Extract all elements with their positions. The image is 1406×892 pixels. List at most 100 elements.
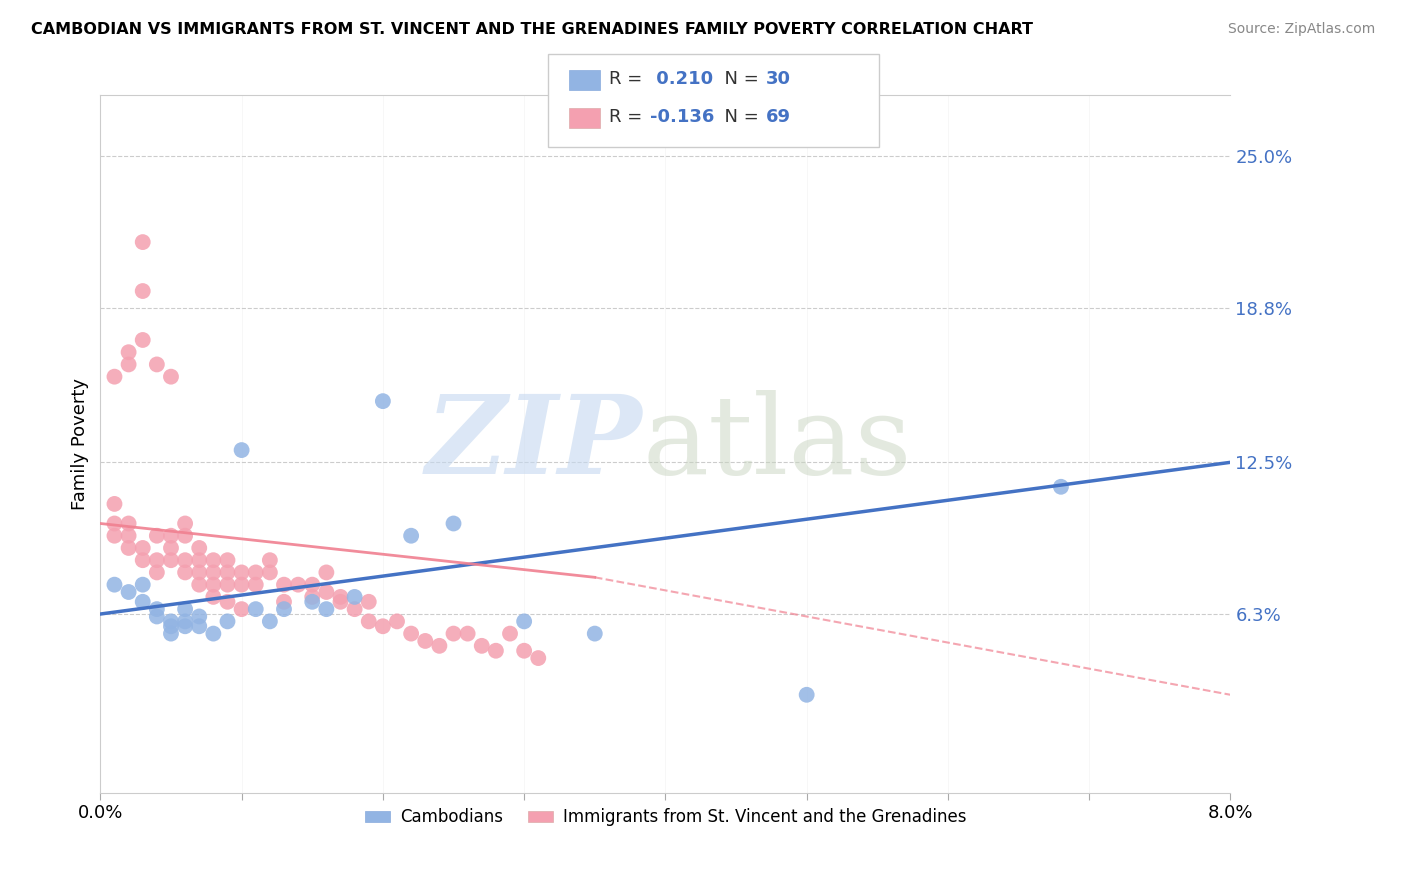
Point xyxy=(413,634,436,648)
Point xyxy=(132,577,155,591)
Point xyxy=(132,553,155,567)
Text: -0.136: -0.136 xyxy=(650,108,714,126)
Point xyxy=(174,566,197,580)
Point xyxy=(471,639,494,653)
Point xyxy=(188,609,211,624)
Point xyxy=(160,615,183,629)
Text: R =: R = xyxy=(609,70,648,88)
Point xyxy=(301,590,323,604)
Point xyxy=(429,639,451,653)
Point xyxy=(273,577,295,591)
Legend: Cambodians, Immigrants from St. Vincent and the Grenadines: Cambodians, Immigrants from St. Vincent … xyxy=(359,802,973,833)
Point xyxy=(259,553,281,567)
Text: N =: N = xyxy=(713,70,765,88)
Point xyxy=(174,516,197,531)
Point xyxy=(231,566,253,580)
Point xyxy=(287,577,309,591)
Point xyxy=(132,284,155,298)
Point xyxy=(231,577,253,591)
Point xyxy=(103,516,125,531)
Point xyxy=(160,529,183,543)
Point xyxy=(103,369,125,384)
Point xyxy=(457,626,479,640)
Point xyxy=(231,443,253,458)
Point xyxy=(188,566,211,580)
Point xyxy=(132,541,155,555)
Point xyxy=(146,529,169,543)
Point xyxy=(273,602,295,616)
Point xyxy=(329,590,352,604)
Point xyxy=(103,577,125,591)
Point xyxy=(132,333,155,347)
Text: 69: 69 xyxy=(766,108,792,126)
Point xyxy=(117,541,139,555)
Point xyxy=(371,394,394,409)
Point xyxy=(174,602,197,616)
Point xyxy=(117,516,139,531)
Point xyxy=(132,235,155,249)
Point xyxy=(202,553,225,567)
Text: 0.210: 0.210 xyxy=(650,70,713,88)
Point xyxy=(146,602,169,616)
Point xyxy=(160,626,183,640)
Point xyxy=(146,609,169,624)
Point xyxy=(160,619,183,633)
Point xyxy=(315,602,337,616)
Point xyxy=(443,626,465,640)
Point xyxy=(796,688,818,702)
Point xyxy=(443,516,465,531)
Point xyxy=(245,577,267,591)
Point xyxy=(188,553,211,567)
Point xyxy=(188,577,211,591)
Point xyxy=(117,529,139,543)
Point xyxy=(217,553,239,567)
Text: ZIP: ZIP xyxy=(426,390,643,498)
Text: CAMBODIAN VS IMMIGRANTS FROM ST. VINCENT AND THE GRENADINES FAMILY POVERTY CORRE: CAMBODIAN VS IMMIGRANTS FROM ST. VINCENT… xyxy=(31,22,1033,37)
Point xyxy=(343,590,366,604)
Point xyxy=(513,615,536,629)
Text: 30: 30 xyxy=(766,70,792,88)
Point xyxy=(174,615,197,629)
Point xyxy=(371,619,394,633)
Point xyxy=(146,566,169,580)
Point xyxy=(357,615,380,629)
Point xyxy=(301,595,323,609)
Point xyxy=(329,595,352,609)
Point xyxy=(301,577,323,591)
Point xyxy=(202,577,225,591)
Point xyxy=(160,553,183,567)
Point xyxy=(343,602,366,616)
Point xyxy=(160,369,183,384)
Point xyxy=(513,644,536,658)
Point xyxy=(217,566,239,580)
Point xyxy=(174,619,197,633)
Text: R =: R = xyxy=(609,108,648,126)
Point xyxy=(117,345,139,359)
Point xyxy=(217,615,239,629)
Point xyxy=(231,602,253,616)
Point xyxy=(399,626,422,640)
Point xyxy=(1050,480,1073,494)
Point xyxy=(160,541,183,555)
Point xyxy=(485,644,508,658)
Y-axis label: Family Poverty: Family Poverty xyxy=(72,378,89,510)
Point xyxy=(217,577,239,591)
Point xyxy=(202,590,225,604)
Point xyxy=(202,566,225,580)
Point xyxy=(245,566,267,580)
Point xyxy=(583,626,606,640)
Point xyxy=(399,529,422,543)
Point xyxy=(259,566,281,580)
Point xyxy=(385,615,408,629)
Text: N =: N = xyxy=(713,108,765,126)
Point xyxy=(174,529,197,543)
Point xyxy=(117,585,139,599)
Text: Source: ZipAtlas.com: Source: ZipAtlas.com xyxy=(1227,22,1375,37)
Point xyxy=(357,595,380,609)
Point xyxy=(146,358,169,372)
Point xyxy=(188,619,211,633)
Point xyxy=(315,566,337,580)
Point xyxy=(146,553,169,567)
Point xyxy=(132,595,155,609)
Point xyxy=(188,541,211,555)
